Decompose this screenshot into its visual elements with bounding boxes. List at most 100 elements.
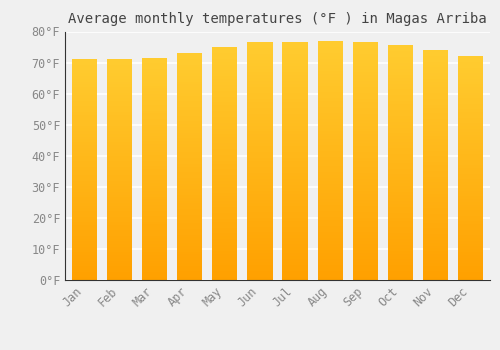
Bar [352, 81, 378, 84]
Bar [107, 68, 132, 70]
Bar [318, 89, 343, 92]
Bar [72, 255, 97, 258]
Bar [282, 209, 308, 212]
Bar [423, 257, 448, 260]
Bar [72, 84, 97, 87]
Bar [177, 206, 203, 209]
Bar [458, 118, 483, 121]
Bar [388, 60, 413, 63]
Bar [282, 111, 308, 114]
Bar [212, 82, 238, 85]
Bar [423, 68, 448, 70]
Bar [142, 138, 167, 141]
Bar [318, 193, 343, 196]
Bar [212, 158, 238, 161]
Bar [282, 170, 308, 173]
Bar [282, 57, 308, 60]
Bar [248, 164, 272, 167]
Bar [107, 84, 132, 87]
Bar [352, 238, 378, 242]
Bar [72, 192, 97, 195]
Bar [458, 221, 483, 224]
Bar [388, 230, 413, 233]
Bar [72, 239, 97, 241]
Bar [248, 265, 272, 268]
Bar [107, 150, 132, 153]
Bar [282, 81, 308, 84]
Bar [142, 152, 167, 155]
Bar [423, 266, 448, 268]
Bar [107, 195, 132, 197]
Bar [423, 62, 448, 64]
Bar [248, 63, 272, 66]
Bar [212, 196, 238, 198]
Bar [458, 168, 483, 171]
Bar [248, 170, 272, 173]
Bar [388, 262, 413, 265]
Bar [177, 84, 203, 87]
Bar [72, 258, 97, 261]
Bar [318, 178, 343, 181]
Bar [107, 261, 132, 264]
Bar [72, 181, 97, 183]
Bar [107, 236, 132, 239]
Bar [352, 194, 378, 197]
Bar [212, 210, 238, 213]
Bar [72, 225, 97, 228]
Bar [177, 263, 203, 266]
Bar [352, 126, 378, 128]
Bar [107, 79, 132, 82]
Bar [352, 72, 378, 75]
Bar [107, 87, 132, 90]
Bar [248, 48, 272, 51]
Bar [212, 70, 238, 73]
Bar [142, 147, 167, 149]
Bar [318, 110, 343, 113]
Bar [388, 78, 413, 80]
Bar [107, 211, 132, 214]
Bar [212, 99, 238, 102]
Bar [107, 181, 132, 183]
Bar [318, 68, 343, 71]
Bar [72, 217, 97, 219]
Bar [177, 178, 203, 181]
Bar [458, 218, 483, 221]
Bar [177, 243, 203, 246]
Bar [212, 225, 238, 228]
Bar [458, 235, 483, 238]
Bar [458, 196, 483, 199]
Bar [318, 169, 343, 172]
Bar [72, 205, 97, 208]
Bar [177, 68, 203, 70]
Bar [107, 60, 132, 62]
Bar [72, 236, 97, 239]
Bar [423, 107, 448, 111]
Bar [388, 239, 413, 242]
Bar [318, 271, 343, 274]
Bar [142, 105, 167, 108]
Bar [107, 82, 132, 84]
Bar [423, 119, 448, 122]
Bar [212, 123, 238, 126]
Bar [248, 51, 272, 54]
Bar [282, 117, 308, 120]
Bar [177, 113, 203, 116]
Bar [282, 126, 308, 128]
Bar [458, 115, 483, 118]
Bar [352, 42, 378, 46]
Bar [318, 175, 343, 178]
Bar [72, 70, 97, 73]
Bar [282, 93, 308, 96]
Bar [177, 158, 203, 161]
Bar [423, 199, 448, 202]
Bar [212, 219, 238, 222]
Bar [423, 122, 448, 125]
Bar [72, 131, 97, 134]
Bar [248, 212, 272, 215]
Bar [318, 100, 343, 104]
Bar [388, 204, 413, 207]
Bar [212, 76, 238, 79]
Bar [177, 181, 203, 184]
Bar [248, 188, 272, 191]
Bar [248, 102, 272, 105]
